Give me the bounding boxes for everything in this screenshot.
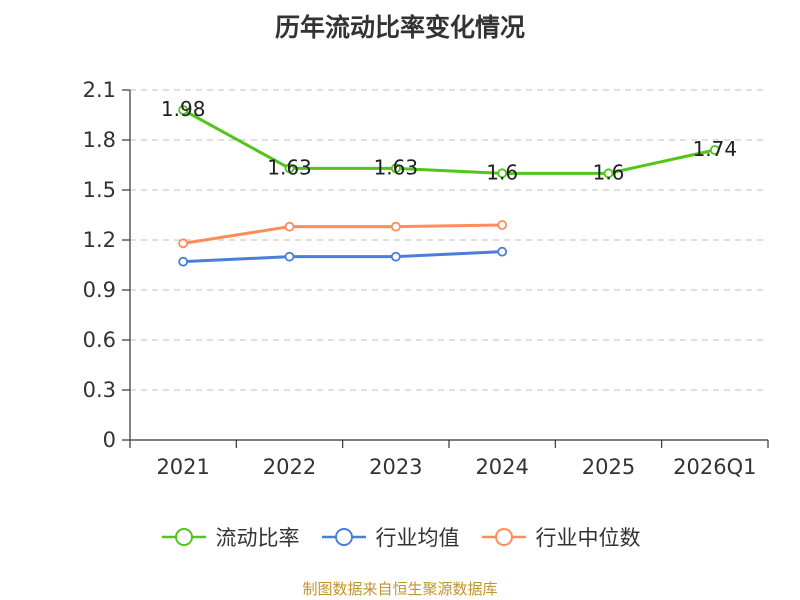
legend-label: 行业中位数 <box>535 526 641 550</box>
series-line-0 <box>182 108 716 175</box>
y-tick-label: 0 <box>103 428 116 452</box>
data-label: 1.6 <box>593 160 625 184</box>
x-tick-label: 2021 <box>156 455 209 479</box>
legend-label: 行业均值 <box>375 526 460 550</box>
axes: 0 0.3 0.6 0.9 1.2 1.5 1.8 2.1 2021 2022 2023 2024 20… <box>83 78 769 479</box>
data-point <box>497 168 508 179</box>
y-tick-label: 1.8 <box>83 128 116 152</box>
y-tick-label: 0.3 <box>83 378 116 402</box>
chart-title: 历年流动比率变化情况 <box>274 13 525 42</box>
y-tick-label: 2.1 <box>83 78 116 102</box>
legend-item-2[interactable]: 行业中位数 <box>480 522 641 552</box>
legend-item-1[interactable]: 行业均值 <box>320 522 460 552</box>
data-point <box>497 220 508 230</box>
source-note: 制图数据来自恒生聚源数据库 <box>302 580 498 598</box>
x-tick-label: 2026Q1 <box>673 455 756 479</box>
x-tick-label: 2024 <box>475 455 528 479</box>
legend-label: 流动比率 <box>215 526 300 550</box>
data-labels: 1.98 1.63 1.63 1.6 1.6 1.74 <box>161 97 737 184</box>
data-point <box>284 251 295 262</box>
x-tick-label: 2025 <box>582 455 635 479</box>
x-tick-label: 2023 <box>369 455 422 479</box>
x-tick-label: 2022 <box>263 455 316 479</box>
y-tick-label: 1.2 <box>83 228 116 252</box>
legend-marker <box>494 528 513 546</box>
data-label: 1.63 <box>267 155 312 179</box>
data-point <box>284 163 295 174</box>
data-point <box>178 256 189 267</box>
data-point <box>390 163 401 174</box>
series-line-1 <box>183 250 503 264</box>
data-label: 1.63 <box>374 155 419 179</box>
data-point <box>497 246 508 257</box>
series-line-2 <box>182 223 503 245</box>
legend-line-marker-icon <box>481 528 526 546</box>
y-tick-label: 0.9 <box>83 278 116 302</box>
legend-item-0[interactable]: 流动比率 <box>160 522 300 552</box>
legend-line-marker-icon <box>321 528 366 546</box>
legend: 流动比率 行业均值 行业中位数 <box>0 520 800 554</box>
data-point <box>709 145 720 155</box>
legend-marker <box>174 528 193 546</box>
legend-line-marker-icon <box>161 528 206 546</box>
data-point <box>390 221 401 232</box>
y-tick-label: 0.6 <box>83 328 116 352</box>
y-tick-label: 1.5 <box>83 178 116 202</box>
data-point <box>178 105 189 115</box>
data-point <box>603 168 614 179</box>
legend-marker <box>334 528 353 546</box>
data-label: 1.98 <box>161 97 206 121</box>
series-lines <box>178 105 720 267</box>
data-label: 1.74 <box>693 137 738 161</box>
data-point <box>284 221 295 232</box>
data-label: 1.6 <box>486 160 518 184</box>
grid-lines <box>130 89 768 391</box>
data-point <box>390 251 401 262</box>
data-point <box>178 238 189 249</box>
